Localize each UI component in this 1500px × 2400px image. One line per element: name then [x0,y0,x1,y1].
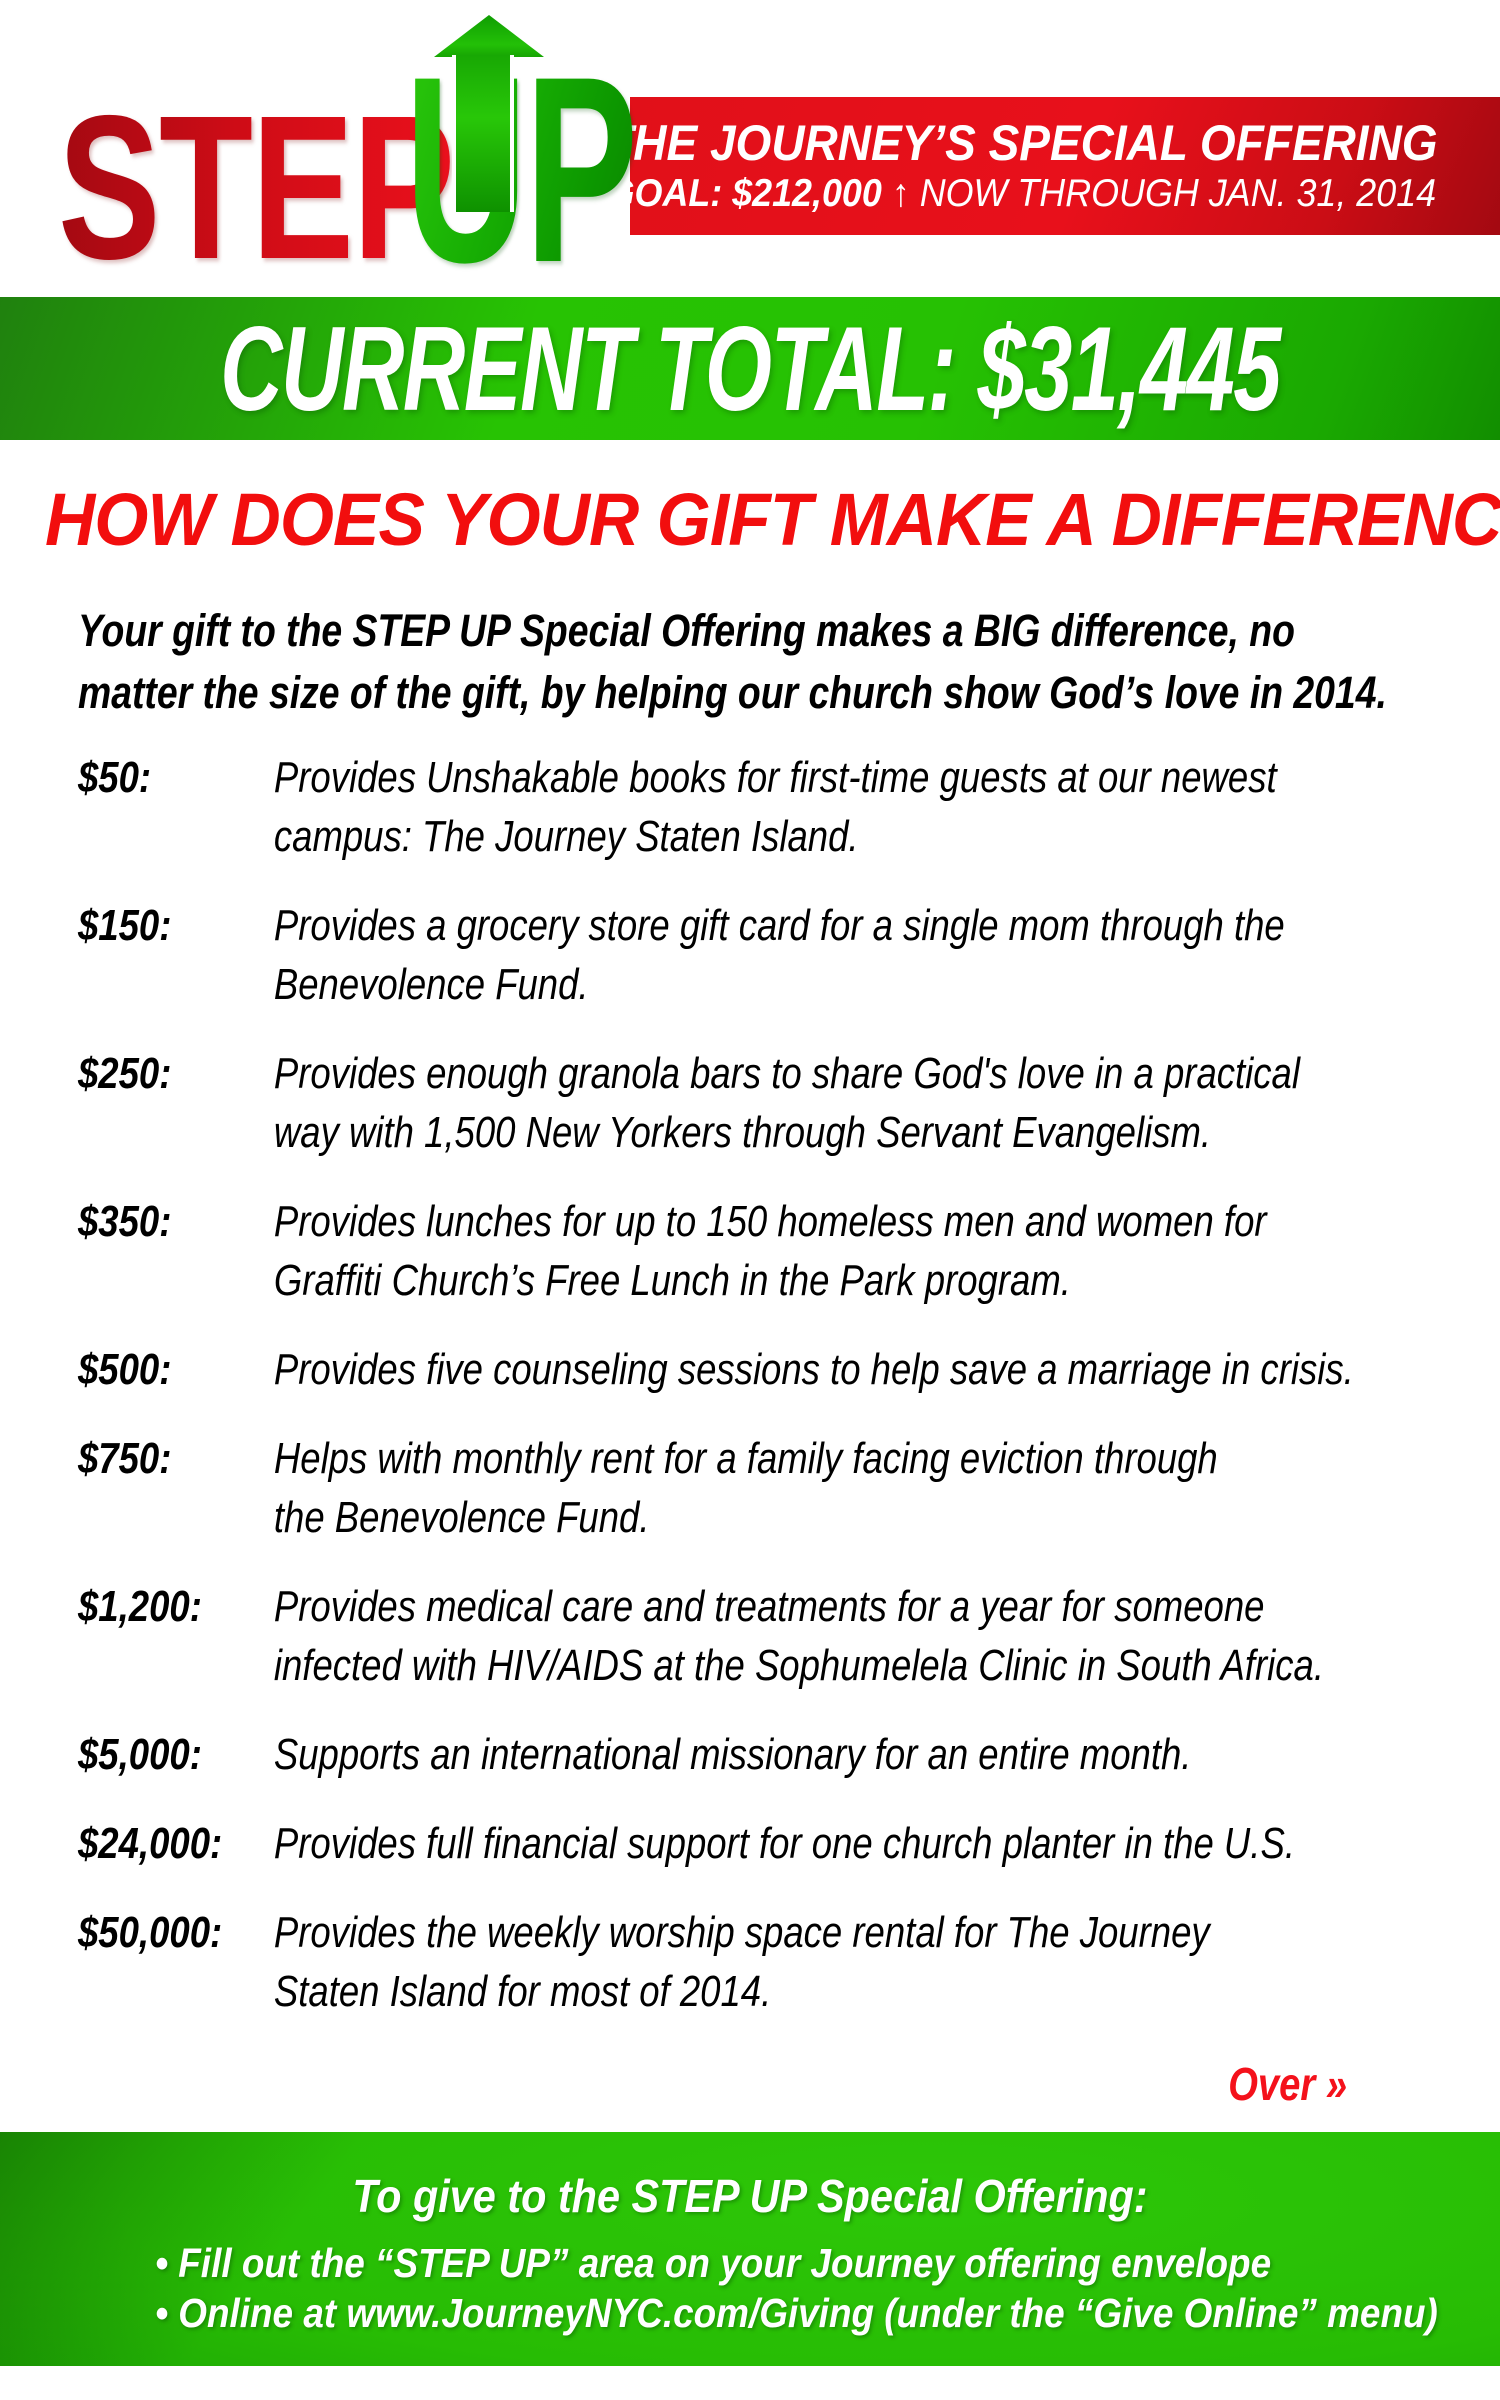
gift-amount: $50,000: [78,1908,223,1957]
gift-description-line: Provides Unshakable books for first-time… [273,753,1277,802]
gift-item: $500: Provides five counseling sessions … [78,1340,1481,1399]
gift-description: Helps with monthly rent for a family fac… [274,1429,1481,1547]
intro-line: matter the size of the gift, by helping … [78,667,1387,718]
header: THE JOURNEY’S SPECIAL OFFERING GOAL: $21… [0,0,1500,318]
banner-goal-line: GOAL: $212,000 ↑ NOW THROUGH JAN. 31, 20… [605,171,1437,217]
gift-amount: $150: [78,901,172,950]
gift-description-line: Provides the weekly worship space rental… [273,1908,1210,1957]
gift-description: Provides enough granola bars to share Go… [274,1044,1481,1162]
gift-description-line: Graffiti Church’s Free Lunch in the Park… [273,1256,1071,1305]
gift-amount: $750: [78,1434,172,1483]
current-total-bar: CURRENT TOTAL: $31,445 [0,297,1500,440]
offering-banner: THE JOURNEY’S SPECIAL OFFERING GOAL: $21… [605,97,1500,235]
gift-description: Provides full financial support for one … [274,1814,1481,1873]
footer-bullet-list: • Fill out the “STEP UP” area on your Jo… [75,2238,1438,2338]
gift-description-line: Provides medical care and treatments for… [273,1582,1265,1631]
gift-item: $24,000: Provides full financial support… [78,1814,1481,1873]
footer-content: To give to the STEP UP Special Offering:… [75,2168,1438,2338]
gift-description-line: Provides full financial support for one … [273,1819,1295,1868]
gift-description-line: Helps with monthly rent for a family fac… [273,1434,1218,1483]
gift-description-line: Provides lunches for up to 150 homeless … [273,1197,1267,1246]
current-total-text: CURRENT TOTAL: $31,445 [220,301,1281,436]
footer-heading: To give to the STEP UP Special Offering: [352,2170,1148,2222]
footer-bullet-envelope: • Fill out the “STEP UP” area on your Jo… [155,2240,1272,2286]
gift-item: $5,000: Supports an international missio… [78,1725,1481,1784]
gift-item: $750: Helps with monthly rent for a fami… [78,1429,1481,1547]
gift-amount: $1,200: [78,1582,202,1631]
gift-description-line: infected with HIV/AIDS at the Sophumelel… [273,1641,1325,1690]
gift-amount: $500: [78,1345,172,1394]
banner-goal-amount: GOAL: $212,000 [606,172,882,215]
headline: HOW DOES YOUR GIFT MAKE A DIFFERENCE? [45,478,1500,561]
gift-amount: $350: [78,1197,172,1246]
gift-description-line: Supports an international missionary for… [273,1730,1192,1779]
gift-amount: $5,000: [78,1730,202,1779]
gift-description-line: way with 1,500 New Yorkers through Serva… [273,1108,1212,1157]
banner-text: THE JOURNEY’S SPECIAL OFFERING GOAL: $21… [605,115,1437,217]
gift-description: Provides lunches for up to 150 homeless … [274,1192,1481,1310]
gift-description: Supports an international missionary for… [274,1725,1481,1784]
banner-title: THE JOURNEY’S SPECIAL OFFERING [604,115,1438,171]
gift-item: $50: Provides Unshakable books for first… [78,748,1481,866]
gift-amount: $50: [78,753,152,802]
gift-item: $150: Provides a grocery store gift card… [78,896,1481,1014]
gift-description: Provides a grocery store gift card for a… [274,896,1481,1014]
intro-line: Your gift to the STEP UP Special Offerin… [78,605,1295,656]
gift-amount: $250: [78,1049,172,1098]
gift-list: $50: Provides Unshakable books for first… [78,748,1481,2021]
gift-description-line: Provides a grocery store gift card for a… [273,901,1285,950]
gift-description-line: campus: The Journey Staten Island. [273,812,859,861]
gift-description-line: Provides enough granola bars to share Go… [273,1049,1300,1098]
gift-description: Provides medical care and treatments for… [274,1577,1481,1695]
logo-step-text: STEP [58,73,455,302]
gift-description: Provides five counseling sessions to hel… [274,1340,1481,1399]
gift-description-line: Provides five counseling sessions to hel… [273,1345,1354,1394]
footer-bullet-online: • Online at www.JourneyNYC.com/Giving (u… [155,2290,1438,2336]
gift-item: $350: Provides lunches for up to 150 hom… [78,1192,1481,1310]
gift-amount: $24,000: [78,1819,223,1868]
content-area: Your gift to the STEP UP Special Offerin… [78,600,1481,2109]
gift-item: $250: Provides enough granola bars to sh… [78,1044,1481,1162]
gift-description-line: Benevolence Fund. [273,960,589,1009]
up-arrow-shaft-icon [452,55,514,212]
footer-give-section: To give to the STEP UP Special Offering:… [0,2132,1500,2366]
over-label: Over » [1228,2058,1348,2110]
gift-item: $1,200: Provides medical care and treatm… [78,1577,1481,1695]
gift-description: Provides the weekly worship space rental… [274,1903,1481,2021]
gift-description: Provides Unshakable books for first-time… [274,748,1481,866]
logo-up-text: UP [405,22,638,318]
gift-item: $50,000: Provides the weekly worship spa… [78,1903,1481,2021]
gift-description-line: the Benevolence Fund. [273,1493,650,1542]
gift-description-line: Staten Island for most of 2014. [273,1967,772,2016]
intro-paragraph: Your gift to the STEP UP Special Offerin… [78,600,1481,724]
banner-goal-dates: ↑ NOW THROUGH JAN. 31, 2014 [881,172,1436,215]
